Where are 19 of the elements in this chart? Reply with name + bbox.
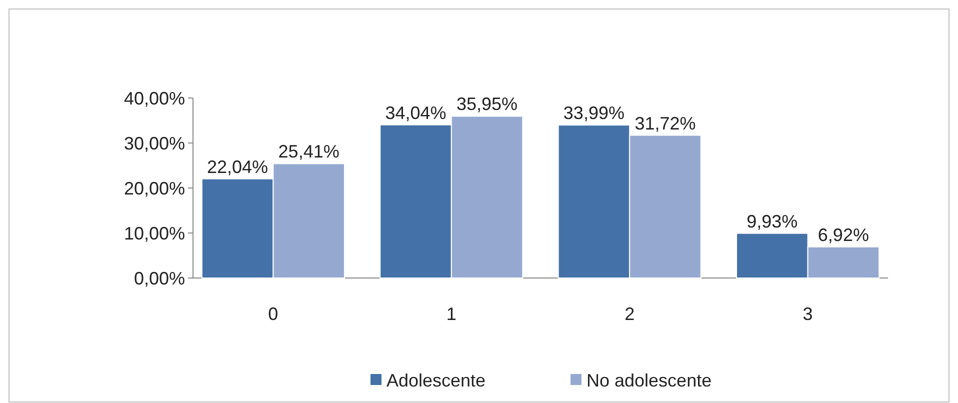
- data-label: 34,04%: [385, 102, 446, 123]
- legend-label: Adolescente: [386, 370, 486, 390]
- data-label: 22,04%: [207, 156, 268, 177]
- x-tick-label: 1: [446, 304, 456, 324]
- data-label: 9,93%: [746, 211, 798, 232]
- data-label: 25,41%: [278, 142, 340, 162]
- data-label: 31,72%: [634, 113, 696, 134]
- y-tick-label: 20,00%: [124, 178, 185, 198]
- data-label: 6,92%: [818, 224, 869, 245]
- y-tick-label: 10,00%: [124, 223, 185, 244]
- y-tick-label: 30,00%: [124, 133, 185, 154]
- y-tick-label: 40,00%: [124, 88, 185, 108]
- x-tick-label: 3: [802, 304, 813, 324]
- y-tick-label: 0,00%: [134, 268, 185, 288]
- legend-label: No adolescente: [586, 370, 712, 390]
- data-label: 33,99%: [563, 103, 624, 124]
- data-label: 35,95%: [456, 94, 518, 114]
- x-tick-label: 0: [268, 304, 278, 324]
- x-tick-label: 2: [624, 304, 635, 324]
